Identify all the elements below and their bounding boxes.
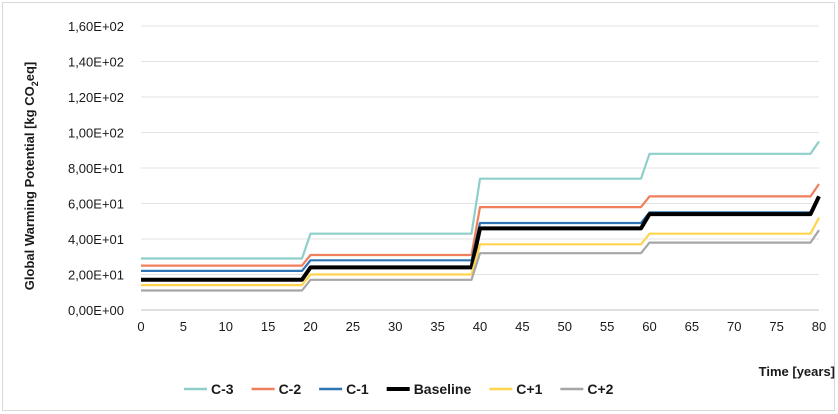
legend-label: C+1 [516, 381, 542, 397]
series-line-c+1 [141, 217, 820, 287]
legend-label: C-1 [346, 381, 369, 397]
y-axis-ticks: 0,00E+00 2,00E+01 4,00E+01 6,00E+01 8,00E+01… [68, 19, 124, 318]
y-tick-label: 1,60E+02 [68, 19, 124, 34]
x-tick-label: 15 [261, 319, 275, 334]
legend-label: C-3 [211, 381, 234, 397]
x-tick-label: 60 [642, 319, 656, 334]
y-tick-label: 1,40E+02 [68, 55, 124, 70]
x-tick-label: 30 [388, 319, 402, 334]
x-tick-label: 35 [430, 319, 444, 334]
x-tick-label: 80 [812, 319, 826, 334]
y-tick-label: 1,20E+02 [68, 90, 124, 105]
y-tick-label: 0,00E+00 [68, 303, 124, 318]
x-tick-label: 5 [180, 319, 187, 334]
x-axis-ticks: 0 5 10 15 20 25 30 35 40 45 50 55 60 65 70 75 80 [137, 319, 826, 334]
y-axis-title-main: Global Warming Potential [kg CO [22, 86, 37, 290]
y-tick-label: 4,00E+01 [68, 232, 124, 247]
legend-label: C+2 [587, 381, 613, 397]
series-lines [141, 140, 821, 292]
legend-label: Baseline [414, 381, 472, 397]
x-tick-label: 50 [558, 319, 572, 334]
series-line-baseline [141, 195, 821, 282]
y-tick-label: 8,00E+01 [68, 161, 124, 176]
x-tick-label: 65 [685, 319, 699, 334]
x-tick-label: 45 [515, 319, 529, 334]
gridlines [141, 25, 819, 311]
x-tick-label: 55 [600, 319, 614, 334]
y-axis-title: Global Warming Potential [kg CO2eq] [22, 62, 40, 290]
x-tick-label: 25 [346, 319, 360, 334]
legend: C-3 C-2 C-1 Baseline C+1 C+2 [184, 381, 614, 397]
x-tick-label: 10 [219, 319, 233, 334]
y-tick-label: 2,00E+01 [68, 268, 124, 283]
series-line-c+2 [141, 229, 820, 292]
series-line-c-2 [141, 183, 820, 267]
y-axis-title-subscript: 2 [30, 81, 40, 86]
y-tick-label: 1,00E+02 [68, 126, 124, 141]
x-tick-label: 75 [769, 319, 783, 334]
x-tick-label: 20 [303, 319, 317, 334]
x-tick-label: 0 [137, 319, 144, 334]
y-tick-label: 6,00E+01 [68, 197, 124, 212]
legend-label: C-2 [279, 381, 302, 397]
x-tick-label: 70 [727, 319, 741, 334]
y-axis-title-unit: eq] [22, 62, 37, 82]
x-axis-title: Time [years] [759, 364, 835, 379]
x-tick-label: 40 [473, 319, 487, 334]
series-line-c-3 [141, 140, 820, 260]
